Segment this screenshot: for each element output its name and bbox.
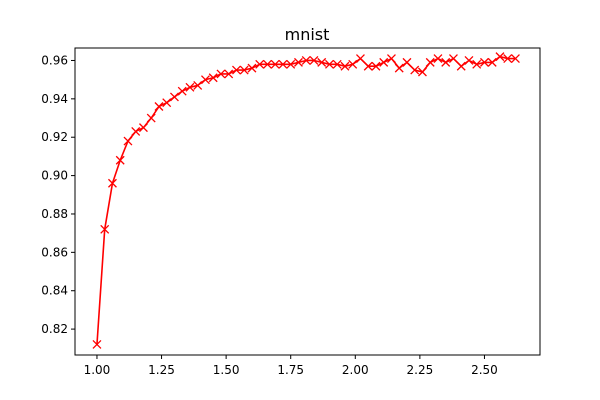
data-point-marker xyxy=(363,61,373,71)
data-point-marker xyxy=(115,155,125,165)
data-point-marker xyxy=(332,59,342,69)
data-point-marker xyxy=(177,86,187,96)
y-axis: 0.82 0.84 0.86 0.88 0.90 0.92 0.94 0.96 xyxy=(41,53,75,336)
data-point-marker xyxy=(247,63,257,73)
data-point-marker xyxy=(495,52,505,62)
data-point-marker xyxy=(371,61,381,71)
data-point-marker xyxy=(379,57,389,67)
data-point-marker xyxy=(262,59,272,69)
data-point-marker xyxy=(278,59,288,69)
data-point-marker xyxy=(224,69,234,79)
x-axis: 1.00 1.25 1.50 1.75 2.00 2.25 2.50 xyxy=(84,355,498,377)
data-point-marker xyxy=(309,56,319,65)
data-point-marker xyxy=(301,56,311,65)
data-point-marker xyxy=(510,54,520,64)
y-tick-label: 0.84 xyxy=(41,284,68,298)
x-tick-label: 2.25 xyxy=(407,363,434,377)
data-point-marker xyxy=(286,59,296,69)
data-point-marker xyxy=(487,57,497,67)
plot-frame xyxy=(74,47,541,356)
y-tick-label: 0.94 xyxy=(41,92,68,106)
x-tick-label: 1.25 xyxy=(148,363,175,377)
data-point-marker xyxy=(355,54,365,64)
data-point-marker xyxy=(386,54,396,64)
data-point-marker xyxy=(200,75,210,85)
data-point-marker xyxy=(340,61,350,71)
x-tick-label: 2.50 xyxy=(471,363,498,377)
data-point-marker xyxy=(107,178,117,188)
y-tick-label: 0.82 xyxy=(41,322,68,336)
x-tick-label: 2.00 xyxy=(342,363,369,377)
data-point-marker xyxy=(154,102,164,111)
data-point-marker xyxy=(479,57,489,67)
data-point-marker xyxy=(456,61,466,71)
data-point-marker xyxy=(193,80,203,90)
data-point-marker xyxy=(270,59,280,69)
y-tick-label: 0.96 xyxy=(41,53,68,67)
data-point-marker xyxy=(185,82,195,92)
data-point-marker xyxy=(100,224,110,234)
x-tick-label: 1.75 xyxy=(277,363,304,377)
data-point-marker xyxy=(216,69,226,79)
y-tick-label: 0.88 xyxy=(41,207,68,221)
x-tick-label: 1.00 xyxy=(84,363,111,377)
chart-title: mnist xyxy=(285,25,330,44)
data-point-marker xyxy=(146,113,156,123)
data-point-marker xyxy=(448,54,458,64)
data-point-marker xyxy=(433,54,443,64)
data-point-marker xyxy=(417,67,427,77)
plot-area xyxy=(75,48,540,355)
data-point-marker xyxy=(255,59,265,69)
data-point-marker xyxy=(123,136,133,146)
y-tick-label: 0.90 xyxy=(41,169,68,183)
data-point-marker xyxy=(348,59,358,69)
data-point-marker xyxy=(503,54,513,64)
data-point-marker xyxy=(92,339,102,349)
data-point-marker xyxy=(464,56,474,65)
data-point-marker xyxy=(239,65,249,75)
data-point-marker xyxy=(410,65,420,75)
data-point-marker xyxy=(472,59,482,69)
data-point-marker xyxy=(208,73,218,83)
data-point-marker xyxy=(324,59,334,69)
data-point-marker xyxy=(169,92,179,102)
y-tick-label: 0.92 xyxy=(41,130,68,144)
data-point-marker xyxy=(425,57,435,67)
series-layer xyxy=(92,52,520,349)
x-tick-label: 1.50 xyxy=(213,363,240,377)
data-point-marker xyxy=(317,57,327,67)
data-point-marker xyxy=(293,57,303,67)
data-point-marker xyxy=(231,65,241,75)
data-point-marker xyxy=(131,127,141,136)
data-point-marker xyxy=(402,57,412,67)
data-point-marker xyxy=(138,123,148,133)
data-point-marker xyxy=(162,98,172,108)
y-tick-label: 0.86 xyxy=(41,245,68,259)
data-point-marker xyxy=(441,57,451,67)
data-point-marker xyxy=(394,63,404,73)
